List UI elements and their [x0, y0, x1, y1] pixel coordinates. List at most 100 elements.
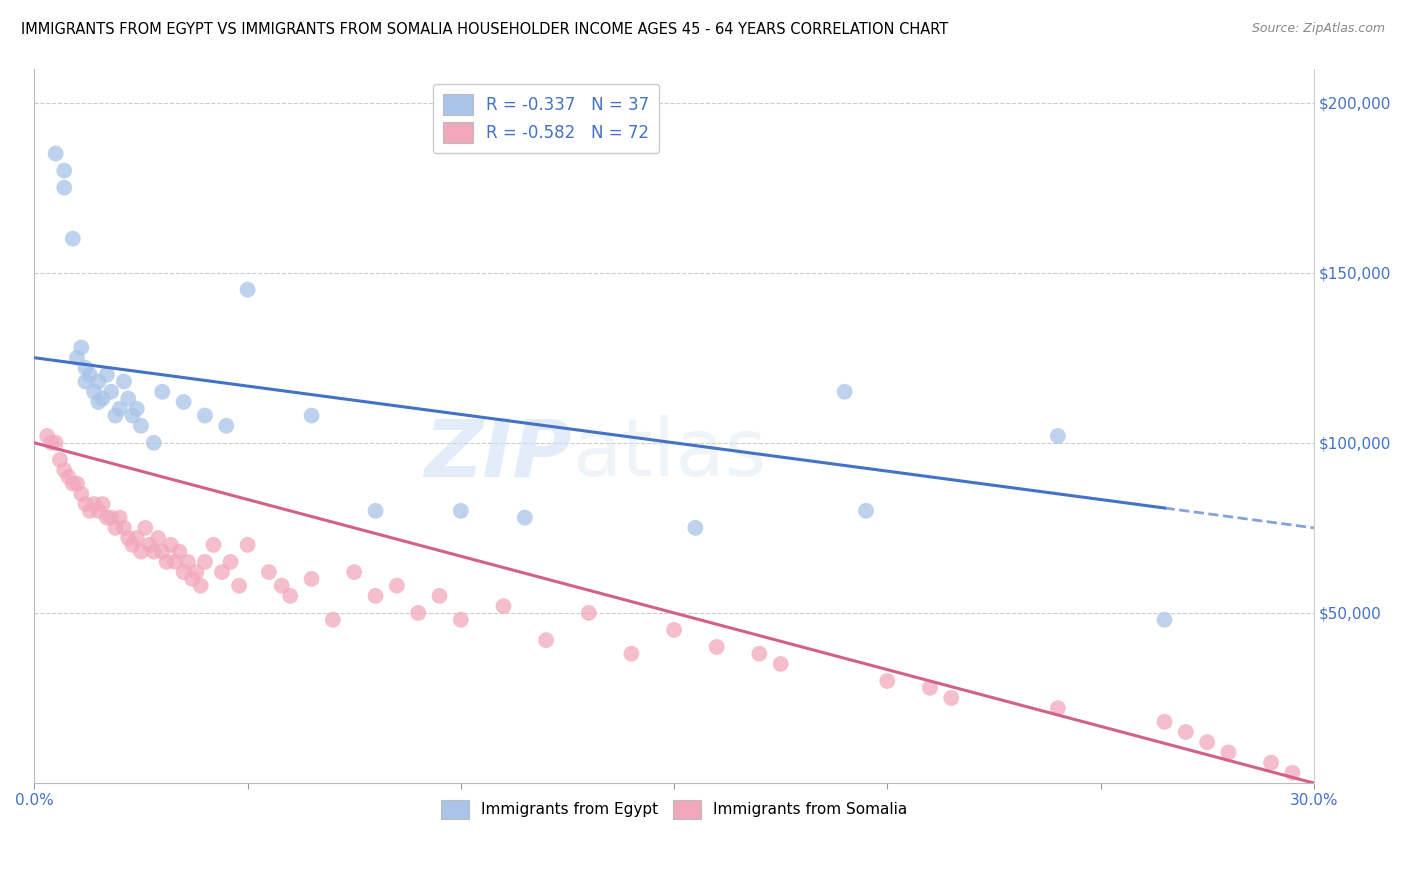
Text: Source: ZipAtlas.com: Source: ZipAtlas.com: [1251, 22, 1385, 36]
Point: [278, 589, 301, 603]
Point: [41, 435, 63, 450]
Point: [121, 538, 143, 552]
Point: [876, 673, 898, 688]
Point: [450, 613, 472, 627]
Point: [150, 384, 173, 399]
Point: [706, 640, 728, 654]
Point: [662, 623, 685, 637]
Point: [142, 544, 165, 558]
Point: [66, 351, 89, 365]
Point: [70, 341, 93, 355]
Point: [104, 521, 127, 535]
Point: [83, 497, 105, 511]
Point: [1197, 735, 1219, 749]
Point: [129, 418, 152, 433]
Point: [79, 504, 101, 518]
Point: [211, 565, 233, 579]
Point: [855, 504, 877, 518]
Text: ZIP: ZIP: [425, 416, 572, 493]
Point: [450, 504, 472, 518]
Point: [186, 565, 208, 579]
Point: [155, 555, 177, 569]
Point: [228, 579, 250, 593]
Point: [173, 565, 195, 579]
Point: [364, 589, 387, 603]
Point: [173, 395, 195, 409]
Point: [219, 555, 242, 569]
Point: [45, 435, 67, 450]
Point: [1046, 429, 1069, 443]
Point: [79, 368, 101, 382]
Point: [100, 384, 122, 399]
Point: [150, 544, 173, 558]
Point: [534, 633, 557, 648]
Point: [578, 606, 600, 620]
Point: [96, 368, 118, 382]
Point: [181, 572, 204, 586]
Point: [83, 384, 105, 399]
Point: [66, 476, 89, 491]
Text: IMMIGRANTS FROM EGYPT VS IMMIGRANTS FROM SOMALIA HOUSEHOLDER INCOME AGES 45 - 64: IMMIGRANTS FROM EGYPT VS IMMIGRANTS FROM…: [21, 22, 948, 37]
Point: [53, 463, 76, 477]
Point: [385, 579, 408, 593]
Point: [513, 510, 536, 524]
Point: [215, 418, 238, 433]
Point: [62, 232, 84, 246]
Point: [1153, 613, 1175, 627]
Point: [343, 565, 366, 579]
Point: [117, 531, 139, 545]
Point: [87, 395, 110, 409]
Point: [134, 521, 156, 535]
Point: [138, 538, 160, 552]
Point: [108, 510, 131, 524]
Point: [270, 579, 292, 593]
Point: [429, 589, 451, 603]
Point: [194, 555, 217, 569]
Point: [45, 146, 67, 161]
Point: [53, 163, 76, 178]
Point: [87, 504, 110, 518]
Point: [620, 647, 643, 661]
Point: [301, 409, 323, 423]
Point: [112, 521, 135, 535]
Point: [941, 690, 963, 705]
Point: [75, 375, 97, 389]
Point: [492, 599, 515, 613]
Point: [62, 476, 84, 491]
Point: [322, 613, 344, 627]
Point: [129, 544, 152, 558]
Point: [58, 470, 80, 484]
Point: [104, 409, 127, 423]
Point: [75, 497, 97, 511]
Point: [202, 538, 225, 552]
Point: [1218, 746, 1240, 760]
Point: [121, 409, 143, 423]
Point: [146, 531, 169, 545]
Point: [117, 392, 139, 406]
Point: [91, 392, 114, 406]
Point: [125, 401, 148, 416]
Point: [53, 180, 76, 194]
Point: [37, 429, 59, 443]
Point: [834, 384, 856, 399]
Point: [301, 572, 323, 586]
Point: [236, 538, 259, 552]
Point: [177, 555, 200, 569]
Point: [169, 544, 191, 558]
Text: atlas: atlas: [572, 416, 766, 493]
Point: [769, 657, 792, 671]
Point: [685, 521, 707, 535]
Point: [918, 681, 941, 695]
Point: [100, 510, 122, 524]
Point: [190, 579, 212, 593]
Point: [75, 360, 97, 375]
Point: [406, 606, 429, 620]
Point: [364, 504, 387, 518]
Point: [1153, 714, 1175, 729]
Point: [142, 435, 165, 450]
Point: [49, 452, 72, 467]
Legend: Immigrants from Egypt, Immigrants from Somalia: Immigrants from Egypt, Immigrants from S…: [434, 794, 914, 825]
Point: [96, 510, 118, 524]
Point: [125, 531, 148, 545]
Point: [112, 375, 135, 389]
